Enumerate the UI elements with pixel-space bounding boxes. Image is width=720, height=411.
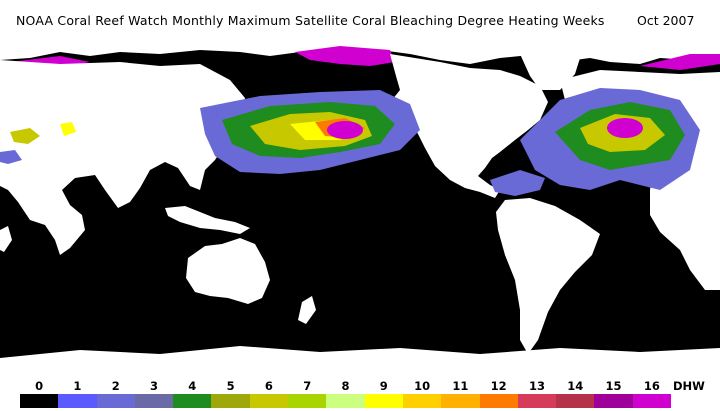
legend-tick-11: 11 xyxy=(452,379,469,393)
legend-swatch-2 xyxy=(96,394,135,408)
land-australia xyxy=(186,238,270,304)
legend-swatch-6 xyxy=(249,394,289,408)
land-new-zealand xyxy=(298,296,316,324)
legend-tick-4: 4 xyxy=(188,379,197,393)
legend-swatch-5 xyxy=(211,394,250,408)
legend-tick-15: 15 xyxy=(605,379,622,393)
land-antarctica xyxy=(0,346,720,374)
legend-tick-5: 5 xyxy=(226,379,235,393)
legend-swatch-12 xyxy=(479,394,518,408)
dhw-caribbean xyxy=(490,170,545,196)
legend-swatch-7 xyxy=(288,394,327,408)
dhw-arctic-beaufort xyxy=(295,46,395,66)
legend-tick-12: 12 xyxy=(490,379,507,393)
legend-tick-9: 9 xyxy=(379,379,388,393)
legend-swatch-4 xyxy=(173,394,212,408)
legend-tick-2: 2 xyxy=(111,379,120,393)
legend-tick-1: 1 xyxy=(73,379,82,393)
legend-swatch-11 xyxy=(441,394,480,408)
legend-swatch-1 xyxy=(58,394,97,408)
world-map xyxy=(0,40,720,374)
legend-swatch-9 xyxy=(364,394,403,408)
map-title: NOAA Coral Reef Watch Monthly Maximum Sa… xyxy=(16,13,605,28)
legend-swatch-14 xyxy=(556,394,595,408)
legend-tick-8: 8 xyxy=(341,379,350,393)
legend-tick-0: 0 xyxy=(35,379,44,393)
map-date: Oct 2007 xyxy=(637,13,695,28)
legend-tick-14: 14 xyxy=(567,379,584,393)
legend-unit: DHW xyxy=(673,379,705,393)
title-bar: NOAA Coral Reef Watch Monthly Maximum Sa… xyxy=(0,0,720,40)
legend-swatch-8 xyxy=(326,394,365,408)
land-maritime-se-asia xyxy=(165,206,250,234)
land-africa xyxy=(650,158,720,290)
dhw-north-pacific xyxy=(200,90,420,174)
legend-swatch-13 xyxy=(517,394,557,408)
dhw-north-atlantic xyxy=(520,88,700,190)
land-eurasia-africa xyxy=(0,60,245,255)
legend-swatch-0 xyxy=(20,394,59,408)
land-madagascar xyxy=(0,226,12,252)
dhw-arctic-kara xyxy=(640,54,720,70)
legend-tick-7: 7 xyxy=(303,379,312,393)
dhw-west-asia xyxy=(0,122,76,164)
legend-tick-6: 6 xyxy=(264,379,273,393)
legend-swatch-10 xyxy=(402,394,442,408)
legend: 0 1 2 3 4 5 6 7 8 9 10 11 12 13 14 15 16 DHW xyxy=(0,374,720,411)
land-greenland xyxy=(520,52,580,90)
land-north-america xyxy=(390,54,548,198)
legend-swatch-3 xyxy=(134,394,174,408)
legend-tick-16: 16 xyxy=(643,379,660,393)
legend-swatch-15 xyxy=(594,394,633,408)
legend-tick-10: 10 xyxy=(414,379,431,393)
legend-tick-3: 3 xyxy=(150,379,159,393)
land-south-america xyxy=(496,198,600,354)
legend-tick-13: 13 xyxy=(528,379,545,393)
legend-swatch-16 xyxy=(632,394,672,408)
legend-color-bar xyxy=(20,394,672,408)
